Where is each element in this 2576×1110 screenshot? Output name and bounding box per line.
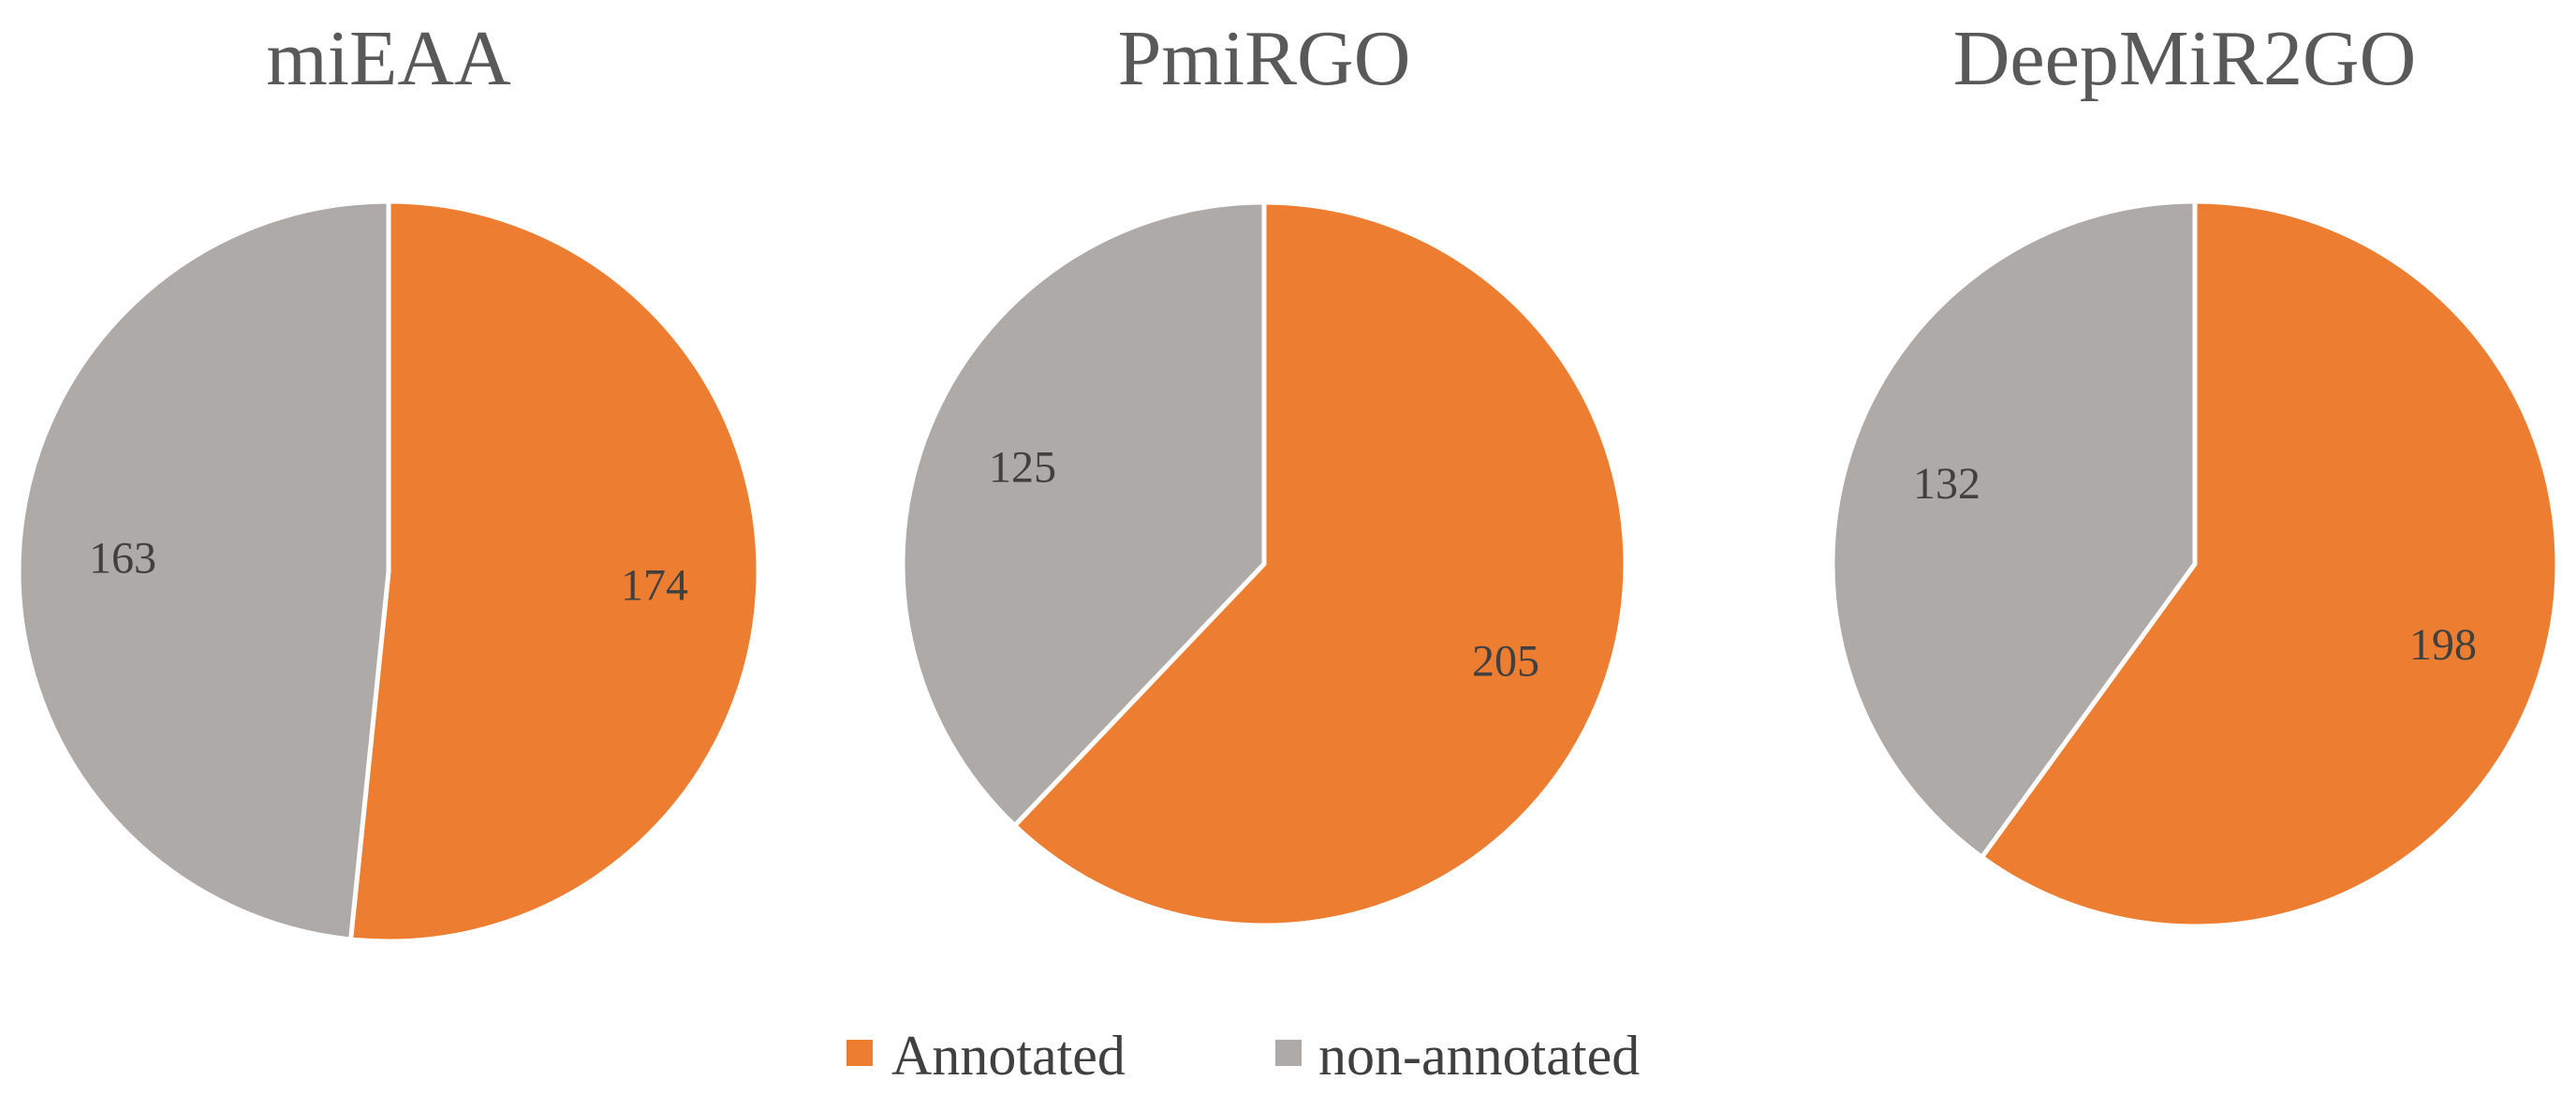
pie-slice-1-non-annotated: [900, 200, 1267, 828]
chart-title-2: DeepMiR2GO: [1953, 15, 2417, 102]
slice-value-label-2-0: 198: [2409, 620, 2477, 670]
slice-value-label-0-0: 174: [621, 561, 688, 611]
pie-slices-0: 174 163: [16, 199, 761, 944]
legend-label-non-annotated: non-annotated: [1318, 1025, 1640, 1087]
pie-slice-1-annotated: [1012, 200, 1628, 928]
slice-value-label-2-1: 132: [1913, 459, 1980, 509]
pie-chart-0: miEAA 174 163: [16, 15, 761, 944]
pie-chart-2: DeepMiR2GO 198 132: [1830, 15, 2560, 929]
pie-slice-0-annotated: [348, 199, 761, 944]
pie-slice-0-non-annotated: [16, 199, 391, 942]
chart-title-1: PmiRGO: [1118, 15, 1411, 102]
slice-value-label-1-0: 205: [1472, 636, 1539, 686]
legend-swatch-non-annotated: [1275, 1040, 1302, 1066]
chart-title-0: miEAA: [266, 15, 511, 102]
legend-swatch-annotated: [846, 1040, 873, 1066]
slice-value-label-1-1: 125: [989, 443, 1056, 493]
pie-slices-2: 198 132: [1830, 199, 2560, 929]
slice-value-label-0-1: 163: [89, 533, 156, 583]
pie-slice-2-annotated: [1980, 199, 2560, 929]
pie-chart-1: PmiRGO 205 125: [900, 15, 1628, 928]
legend-label-annotated: Annotated: [891, 1025, 1126, 1087]
pie-slices-1: 205 125: [900, 200, 1628, 928]
chart-legend: Annotated non-annotated: [846, 1025, 1640, 1087]
pie-slice-2-non-annotated: [1830, 199, 2198, 860]
